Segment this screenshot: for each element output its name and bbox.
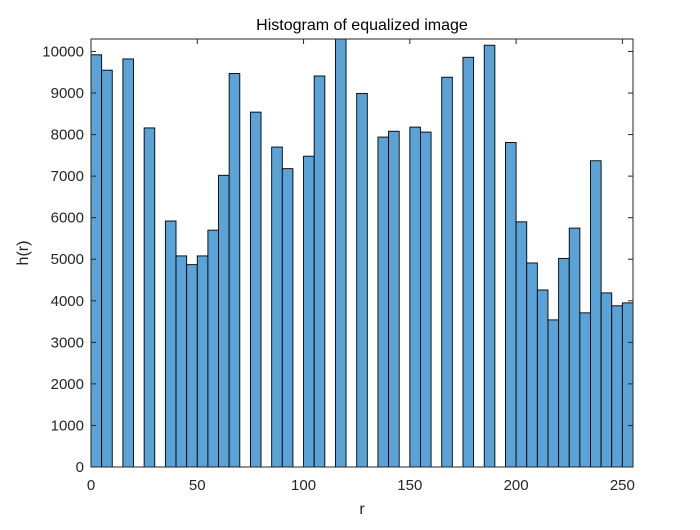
- y-tick-label: 0: [76, 459, 84, 476]
- histogram-bar: [228, 73, 241, 468]
- histogram-bar: [505, 142, 517, 468]
- histogram-bar: [420, 131, 432, 468]
- x-tick-label: 50: [189, 477, 206, 494]
- histogram-bar: [164, 220, 177, 468]
- x-tick-label: 150: [397, 477, 422, 494]
- histogram-bar: [600, 292, 613, 468]
- y-tick-label: 7000: [51, 168, 84, 185]
- histogram-bar: [218, 174, 230, 468]
- histogram-bar: [526, 262, 538, 468]
- histogram-bar: [483, 44, 496, 468]
- y-tick-label: 3000: [51, 334, 84, 351]
- histogram-bar: [515, 221, 528, 468]
- histogram-bar: [281, 168, 294, 468]
- histogram-bar: [547, 319, 560, 468]
- histogram-bar: [101, 69, 113, 468]
- histogram-bar: [186, 264, 198, 468]
- y-tick-label: 5000: [51, 251, 84, 268]
- histogram-bar: [122, 58, 134, 468]
- histogram-bar: [558, 257, 570, 468]
- y-axis-ticks: 0 1000 2000 3000 4000 5000 6000 7000 8000 9000 100…: [42, 43, 633, 476]
- histogram-bar: [196, 255, 209, 468]
- y-tick-label: 4000: [51, 293, 84, 310]
- chart-title: Histogram of equalized image: [256, 17, 468, 34]
- histogram-bar: [249, 111, 262, 468]
- histogram-bar: [271, 146, 283, 468]
- histogram-bar: [143, 127, 156, 468]
- histogram-bar: [388, 130, 400, 468]
- axes-frame: [90, 38, 634, 468]
- histogram-bar: [611, 305, 623, 468]
- histogram-bar: [462, 56, 475, 468]
- y-tick-label: 2000: [51, 376, 84, 393]
- histogram-bar: [175, 255, 188, 468]
- histogram-bar: [303, 155, 315, 468]
- histogram-bar: [90, 54, 103, 468]
- x-tick-label: 200: [504, 477, 529, 494]
- y-tick-label: 8000: [51, 127, 84, 144]
- y-axis-label: h(r): [15, 241, 32, 266]
- y-tick-label: 10000: [42, 43, 84, 60]
- histogram-bar: [590, 160, 602, 468]
- histogram-bar: [356, 92, 368, 468]
- histogram-bar: [441, 76, 453, 468]
- y-tick-label: 9000: [51, 85, 84, 102]
- histogram-bar: [207, 229, 219, 468]
- histogram-bar: [536, 289, 549, 468]
- x-axis-label: r: [359, 501, 365, 518]
- x-tick-label: 100: [291, 477, 316, 494]
- x-tick-label: 0: [87, 477, 95, 494]
- x-axis-ticks: 0 50 100 150 200 250: [87, 39, 635, 494]
- histogram-bar: [568, 227, 581, 468]
- y-tick-label: 6000: [51, 210, 84, 227]
- histogram-bar: [313, 75, 326, 468]
- histogram-bar: [621, 302, 634, 468]
- y-tick-label: 1000: [51, 417, 84, 434]
- histogram-bar: [579, 312, 591, 468]
- histogram-bar: [409, 126, 421, 468]
- histogram-bar: [334, 38, 347, 468]
- x-tick-label: 250: [610, 477, 635, 494]
- histogram-bars: [90, 38, 634, 468]
- histogram-bar: [377, 136, 390, 468]
